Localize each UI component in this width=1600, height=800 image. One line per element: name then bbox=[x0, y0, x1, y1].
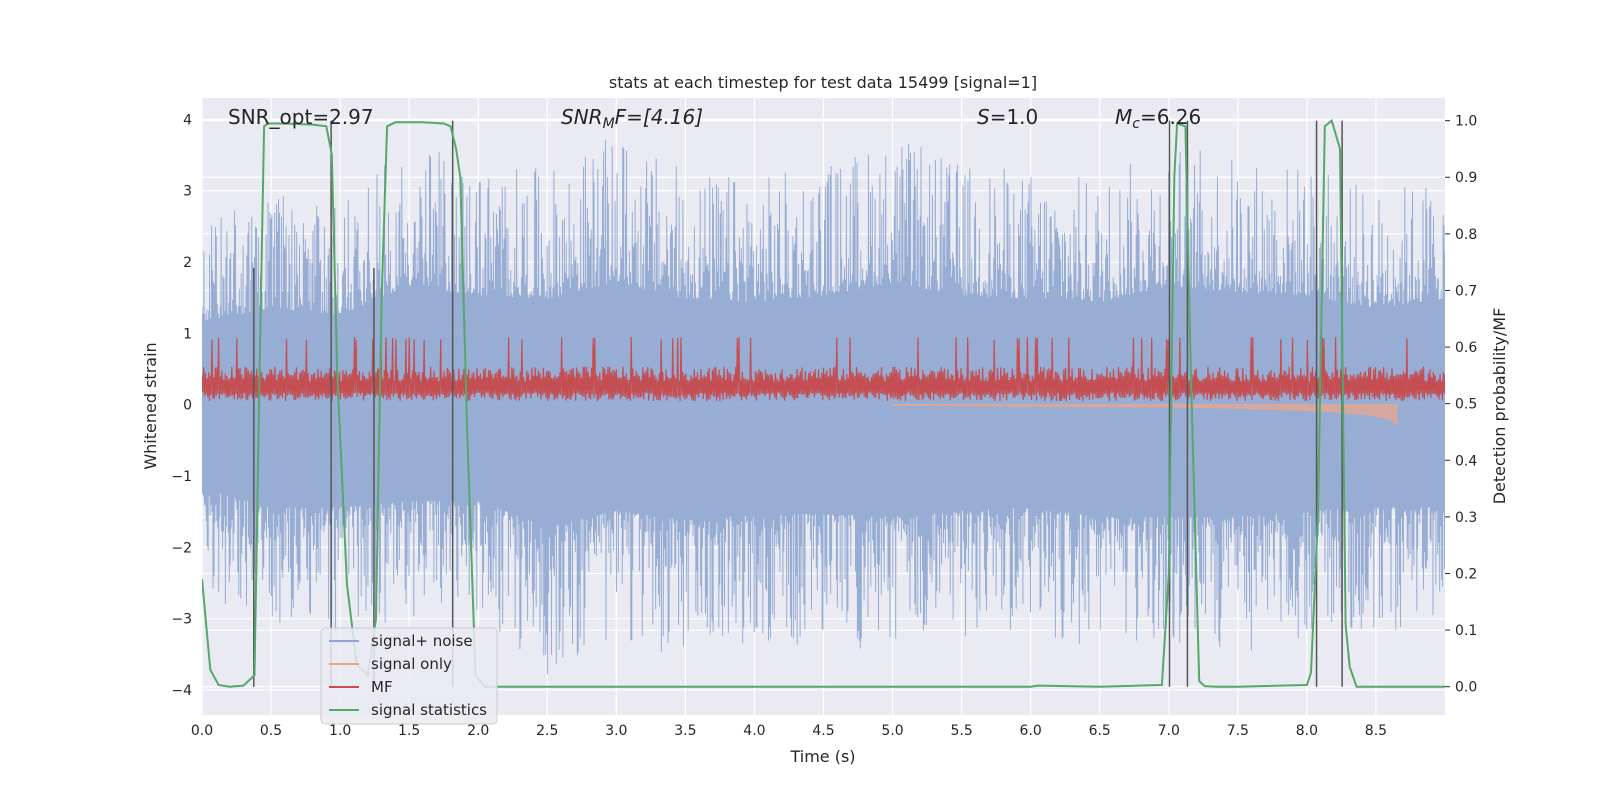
x-tick-label: 7.5 bbox=[1227, 723, 1249, 739]
x-tick-label: 0.0 bbox=[191, 723, 213, 739]
legend-box bbox=[320, 627, 498, 725]
y-tick-label: 4 bbox=[183, 112, 192, 128]
chart-title: stats at each timestep for test data 154… bbox=[609, 73, 1037, 92]
y-right-tick-label: 0.2 bbox=[1455, 566, 1477, 582]
x-tick-label: 0.5 bbox=[260, 723, 282, 739]
y-axis-label: Whitened strain bbox=[141, 342, 160, 469]
y-axis-ticks-left: 4 3 2 1 0 −1 −2 −3 −4 bbox=[171, 112, 192, 699]
x-tick-label: 8.0 bbox=[1296, 723, 1318, 739]
y-right-tick-label: 0.9 bbox=[1455, 170, 1477, 186]
y-right-tick-label: 0.1 bbox=[1455, 623, 1477, 639]
y-axis-ticks-right: 1.0 0.9 0.8 0.7 0.6 0.5 0.4 0.3 0.2 0.1 0.0 bbox=[1445, 114, 1477, 696]
y-tick-label: −1 bbox=[171, 469, 192, 485]
y-right-tick-label: 0.4 bbox=[1455, 453, 1477, 469]
y-tick-label: 2 bbox=[183, 255, 192, 271]
y-right-tick-label: 1.0 bbox=[1455, 114, 1477, 130]
y-tick-label: −2 bbox=[171, 540, 192, 556]
x-tick-label: 5.0 bbox=[881, 723, 903, 739]
y-tick-label: −3 bbox=[171, 612, 192, 628]
series-mf bbox=[202, 336, 1445, 402]
annotation-mc: Mc=6.26 bbox=[1115, 105, 1201, 132]
legend-label-signal-statistics: signal statistics bbox=[371, 701, 487, 719]
legend: signal+ noise signal only MF signal stat… bbox=[320, 627, 498, 725]
x-tick-label: 8.5 bbox=[1365, 723, 1387, 739]
y-right-tick-label: 0.5 bbox=[1455, 397, 1477, 413]
x-tick-label: 1.0 bbox=[329, 723, 351, 739]
series-signal-noise bbox=[202, 139, 1445, 675]
x-tick-label: 3.0 bbox=[605, 723, 627, 739]
annotation-s: S=1.0 bbox=[977, 105, 1038, 129]
legend-label-signal-noise: signal+ noise bbox=[371, 632, 473, 650]
series-signal-only bbox=[892, 404, 1398, 426]
signal-only-area bbox=[892, 404, 1398, 426]
y-right-tick-label: 0.7 bbox=[1455, 283, 1477, 299]
x-tick-label: 2.0 bbox=[467, 723, 489, 739]
x-tick-label: 7.0 bbox=[1158, 723, 1180, 739]
annotation-snr-mf: SNRMF=[4.16] bbox=[561, 105, 703, 132]
x-tick-label: 3.5 bbox=[674, 723, 696, 739]
x-tick-label: 4.5 bbox=[812, 723, 834, 739]
x-tick-label: 6.5 bbox=[1089, 723, 1111, 739]
y-right-tick-label: 0.6 bbox=[1455, 340, 1477, 356]
x-tick-label: 6.0 bbox=[1020, 723, 1042, 739]
y-tick-label: −4 bbox=[171, 683, 192, 699]
y-right-tick-label: 0.0 bbox=[1455, 680, 1477, 696]
x-tick-label: 2.5 bbox=[536, 723, 558, 739]
vertical-markers bbox=[253, 120, 1343, 687]
y-tick-label: 0 bbox=[183, 398, 192, 414]
mf-line bbox=[202, 336, 1445, 402]
legend-label-mf: MF bbox=[371, 678, 393, 696]
y-axis-label-right: Detection probability/MF bbox=[1490, 308, 1509, 505]
signal-noise-line bbox=[202, 139, 1445, 675]
x-tick-label: 1.5 bbox=[398, 723, 420, 739]
y-right-tick-label: 0.8 bbox=[1455, 227, 1477, 243]
annotation-snr-opt: SNR_opt=2.97 bbox=[228, 105, 374, 129]
x-tick-label: 5.5 bbox=[950, 723, 972, 739]
y-right-tick-label: 0.3 bbox=[1455, 510, 1477, 526]
y-tick-label: 3 bbox=[183, 184, 192, 200]
legend-label-signal-only: signal only bbox=[371, 655, 452, 673]
x-axis-label: Time (s) bbox=[789, 747, 855, 766]
x-tick-label: 4.0 bbox=[743, 723, 765, 739]
y-tick-label: 1 bbox=[183, 326, 192, 342]
x-axis-ticks: 0.0 0.5 1.0 1.5 2.0 2.5 3.0 3.5 4.0 4.5 5.0 5.5 6.0 6… bbox=[191, 723, 1387, 739]
